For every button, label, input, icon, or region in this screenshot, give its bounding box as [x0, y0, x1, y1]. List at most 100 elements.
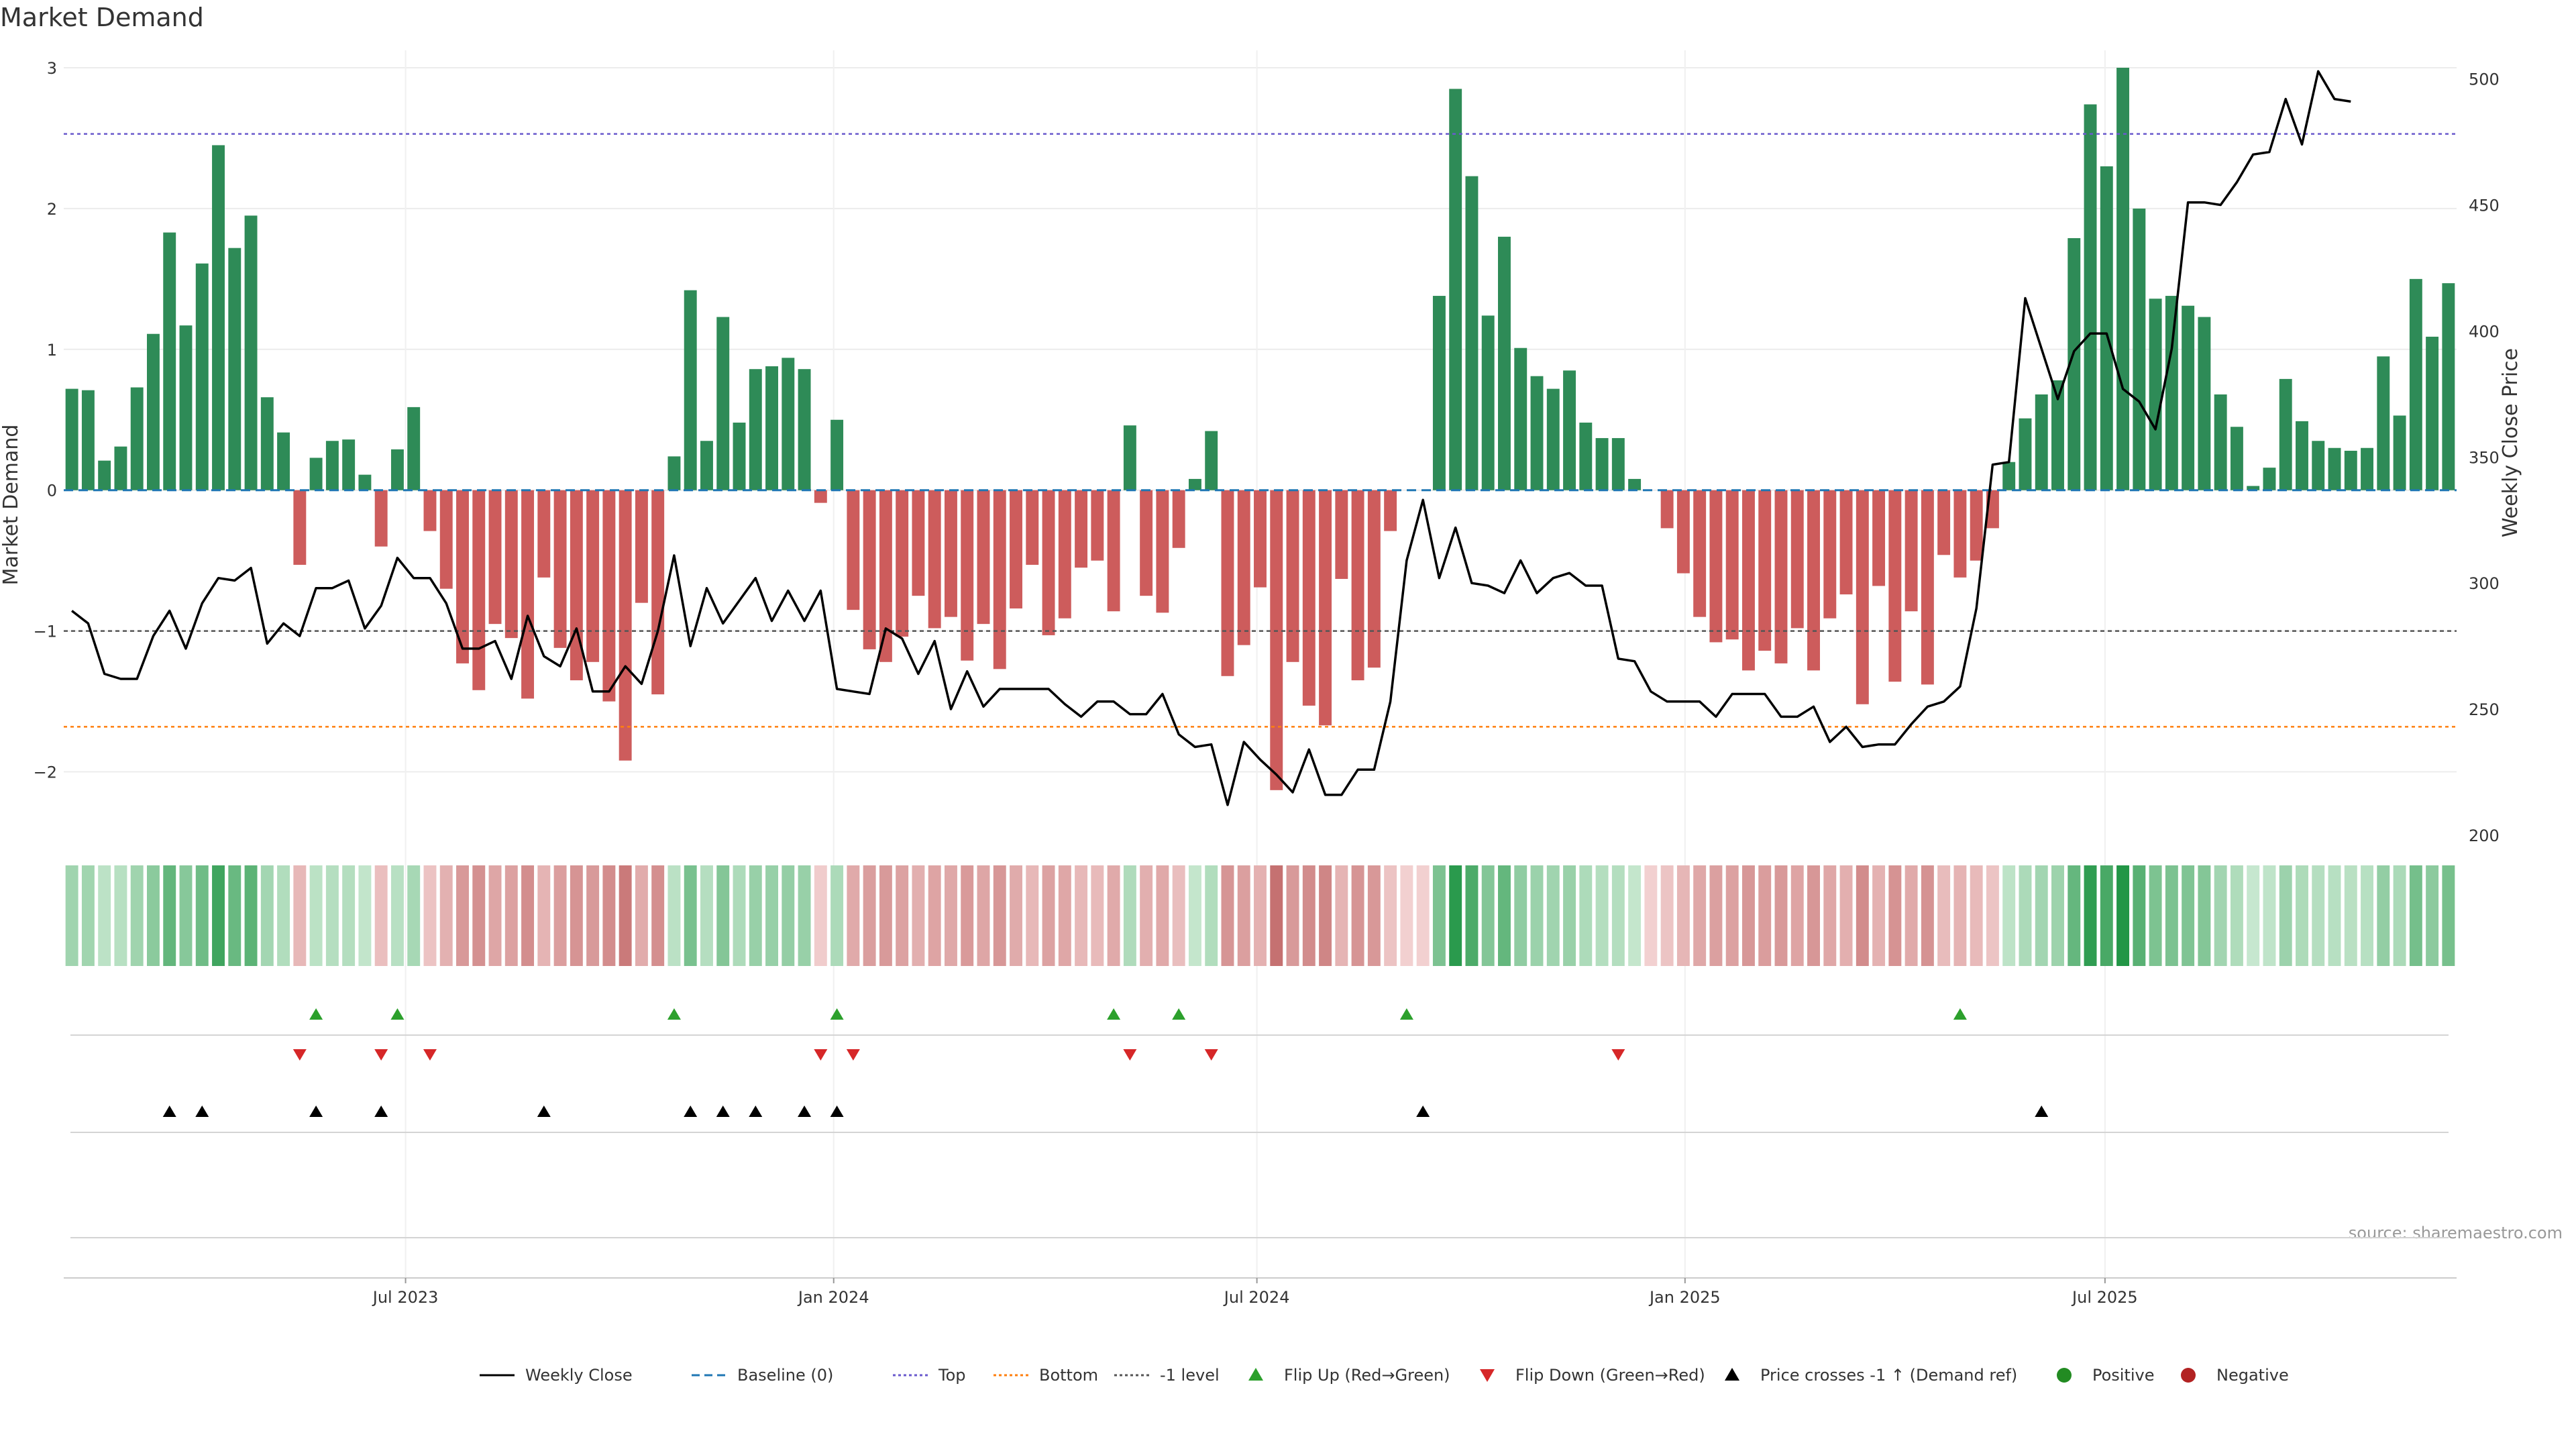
demand-bar — [896, 490, 909, 637]
demand-bar — [1970, 490, 1983, 561]
reference-lines — [64, 133, 2457, 728]
flip-up-marker — [309, 1008, 323, 1020]
demand-bar — [472, 490, 486, 690]
legend-item: Bottom — [994, 1366, 1098, 1385]
demand-bar — [2312, 441, 2325, 490]
heat-cell — [912, 865, 925, 966]
heat-cell — [1741, 865, 1755, 966]
heat-cell — [65, 865, 78, 966]
demand-bar — [2377, 356, 2390, 490]
heat-cell — [2296, 865, 2308, 966]
flip-down-marker — [423, 1049, 437, 1061]
price-cross-marker — [749, 1106, 763, 1117]
heat-cell — [1660, 865, 1674, 966]
y-tick-label: 2 — [47, 200, 57, 219]
demand-bar — [1367, 490, 1381, 668]
demand-bar — [2328, 447, 2341, 490]
demand-bar — [1140, 490, 1153, 596]
heat-cell — [2393, 865, 2406, 966]
demand-bar — [2116, 67, 2130, 490]
heat-cell — [2149, 865, 2162, 966]
price-cross-marker — [162, 1106, 176, 1117]
flip-up-marker — [830, 1008, 844, 1020]
legend-item: Top — [893, 1366, 966, 1385]
demand-bar — [1319, 490, 1332, 726]
flip-down-marker — [846, 1049, 860, 1061]
demand-bar — [2165, 296, 2178, 490]
heat-cell — [1010, 865, 1022, 966]
y2-tick-label: 200 — [2469, 826, 2500, 845]
price-cross-marker — [537, 1106, 551, 1117]
y-tick-label: 3 — [47, 59, 57, 78]
demand-bar — [260, 397, 274, 490]
heat-cell — [1058, 865, 1071, 966]
flip-down-marker — [292, 1049, 307, 1061]
heat-cell — [98, 865, 111, 966]
flip-up-marker — [1107, 1008, 1121, 1020]
demand-bar — [163, 232, 176, 490]
demand-bar — [228, 248, 241, 490]
y2-tick-label: 400 — [2469, 322, 2500, 341]
demand-bar — [2182, 305, 2195, 490]
legend-swatch — [1248, 1368, 1263, 1381]
demand-bar — [2409, 278, 2422, 490]
demand-bar — [1075, 490, 1088, 568]
x-tick-label: Jan 2024 — [797, 1288, 869, 1307]
demand-bar — [1481, 315, 1495, 490]
heat-cell — [1986, 865, 1999, 966]
flip-up-marker — [1953, 1008, 1967, 1020]
chart-title: Market Demand — [0, 3, 204, 32]
demand-bar — [2002, 462, 2016, 490]
heat-cell — [977, 865, 990, 966]
heat-cell — [472, 865, 486, 966]
demand-bar — [1921, 490, 1934, 685]
price-cross-marker — [195, 1106, 209, 1117]
demand-bar — [98, 460, 111, 490]
demand-bar — [1709, 490, 1723, 643]
demand-bar — [2426, 336, 2439, 490]
demand-bar — [407, 407, 421, 490]
flip-down-marker — [814, 1049, 828, 1061]
heat-cell — [1416, 865, 1430, 966]
price-cross-marker — [716, 1106, 730, 1117]
heat-cell — [553, 865, 567, 966]
flip-up-marker — [390, 1008, 405, 1020]
demand-bar — [195, 263, 209, 490]
heat-cell — [1921, 865, 1934, 966]
heat-cell — [1026, 865, 1039, 966]
legend-label: Flip Up (Red→Green) — [1284, 1366, 1450, 1385]
legend-label: Top — [938, 1366, 966, 1385]
demand-bar — [830, 419, 844, 490]
heat-cell — [1351, 865, 1364, 966]
heat-cell — [765, 865, 779, 966]
demand-bar — [1254, 490, 1267, 588]
demand-bar — [423, 490, 437, 531]
demand-bar — [1123, 425, 1136, 490]
heat-cell — [1839, 865, 1853, 966]
demand-bar — [1205, 431, 1218, 490]
demand-bar — [439, 490, 453, 589]
heat-cell — [798, 865, 811, 966]
demand-bar — [879, 490, 892, 662]
heat-cell — [212, 865, 225, 966]
heat-cell — [830, 865, 844, 966]
heat-cell — [570, 865, 583, 966]
demand-bar — [782, 358, 795, 490]
demand-bar — [619, 490, 632, 761]
demand-bar — [863, 490, 876, 649]
demand-bar — [2247, 486, 2260, 490]
demand-bar — [1351, 490, 1364, 681]
heat-cell — [1319, 865, 1332, 966]
y2-tick-label: 450 — [2469, 196, 2500, 215]
heat-cell — [81, 865, 95, 966]
demand-bar — [374, 490, 388, 547]
demand-bar — [700, 441, 713, 490]
heat-cell — [228, 865, 241, 966]
heat-cell — [1172, 865, 1185, 966]
y-tick-label: −2 — [34, 763, 57, 782]
heat-cell — [1140, 865, 1153, 966]
heat-cell — [1888, 865, 1902, 966]
heat-cell — [179, 865, 193, 966]
heat-cell — [716, 865, 730, 966]
